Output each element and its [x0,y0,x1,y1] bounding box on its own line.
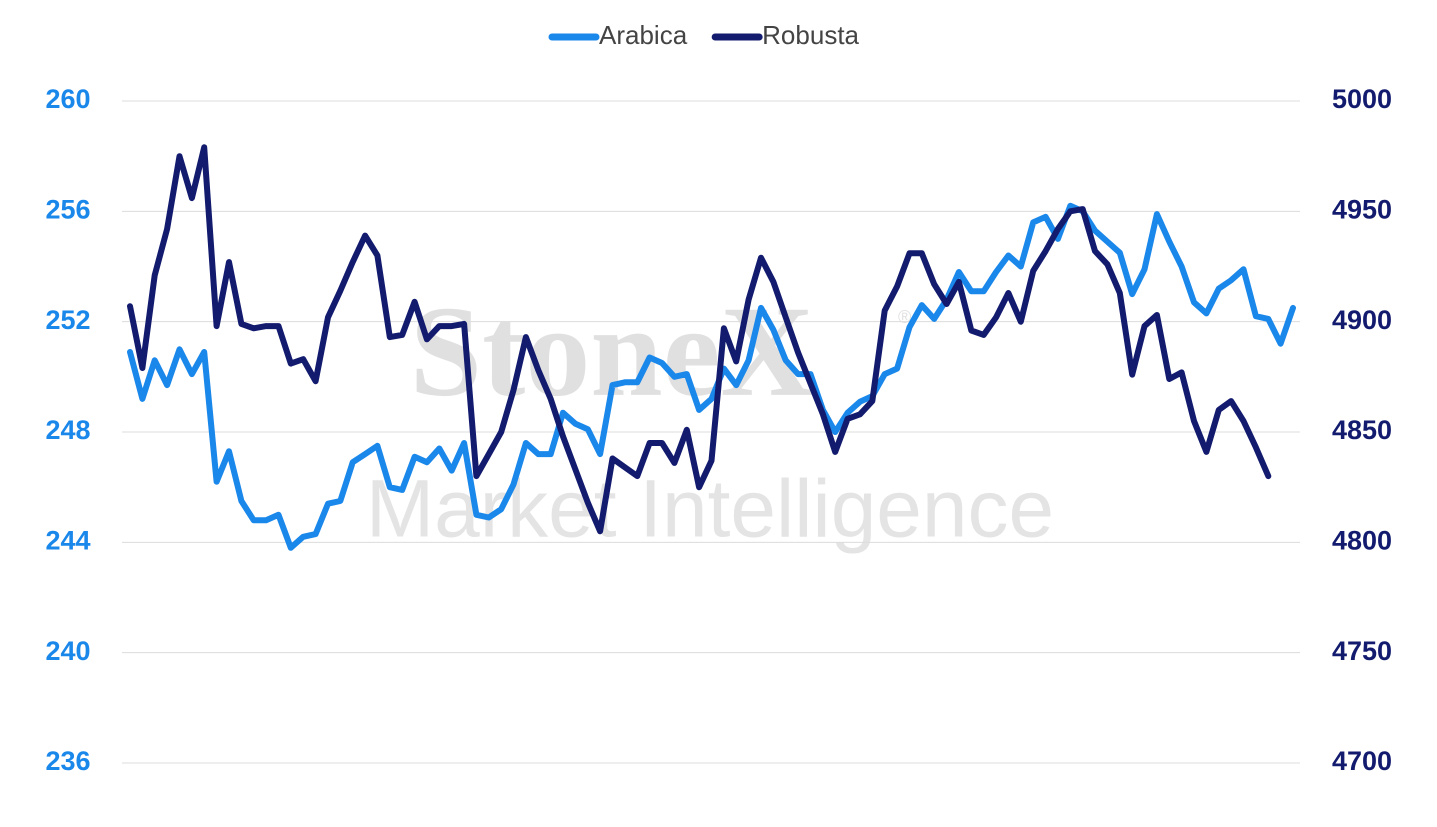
legend-entry: Robusta [711,20,860,50]
y-tick-label: 252 [45,305,90,335]
watermark-tagline: Market Intelligence [366,464,1054,555]
y2-tick-label: 4900 [1332,305,1392,335]
y-tick-label: 248 [45,415,90,445]
y2-tick-label: 4700 [1332,746,1392,776]
grid [122,100,1300,764]
y-tick-label: 240 [45,636,90,666]
y-tick-label: 244 [45,525,90,555]
y2-tick-label: 4850 [1332,415,1392,445]
series-line [127,202,1296,551]
y-tick-label: 236 [45,746,90,776]
y2-tick-label: 4800 [1332,525,1392,555]
y-tick-label: 256 [45,194,90,224]
y-tick-label: 260 [45,84,90,114]
y2-tick-label: 4750 [1332,636,1392,666]
y2-tick-label: 5000 [1332,84,1392,114]
legend-label: Arabica [599,20,688,50]
series-line [127,144,1272,535]
y2-tick-label: 4950 [1332,194,1392,224]
legend-label: Robusta [762,20,859,50]
legend-entry: Arabica [548,20,688,50]
